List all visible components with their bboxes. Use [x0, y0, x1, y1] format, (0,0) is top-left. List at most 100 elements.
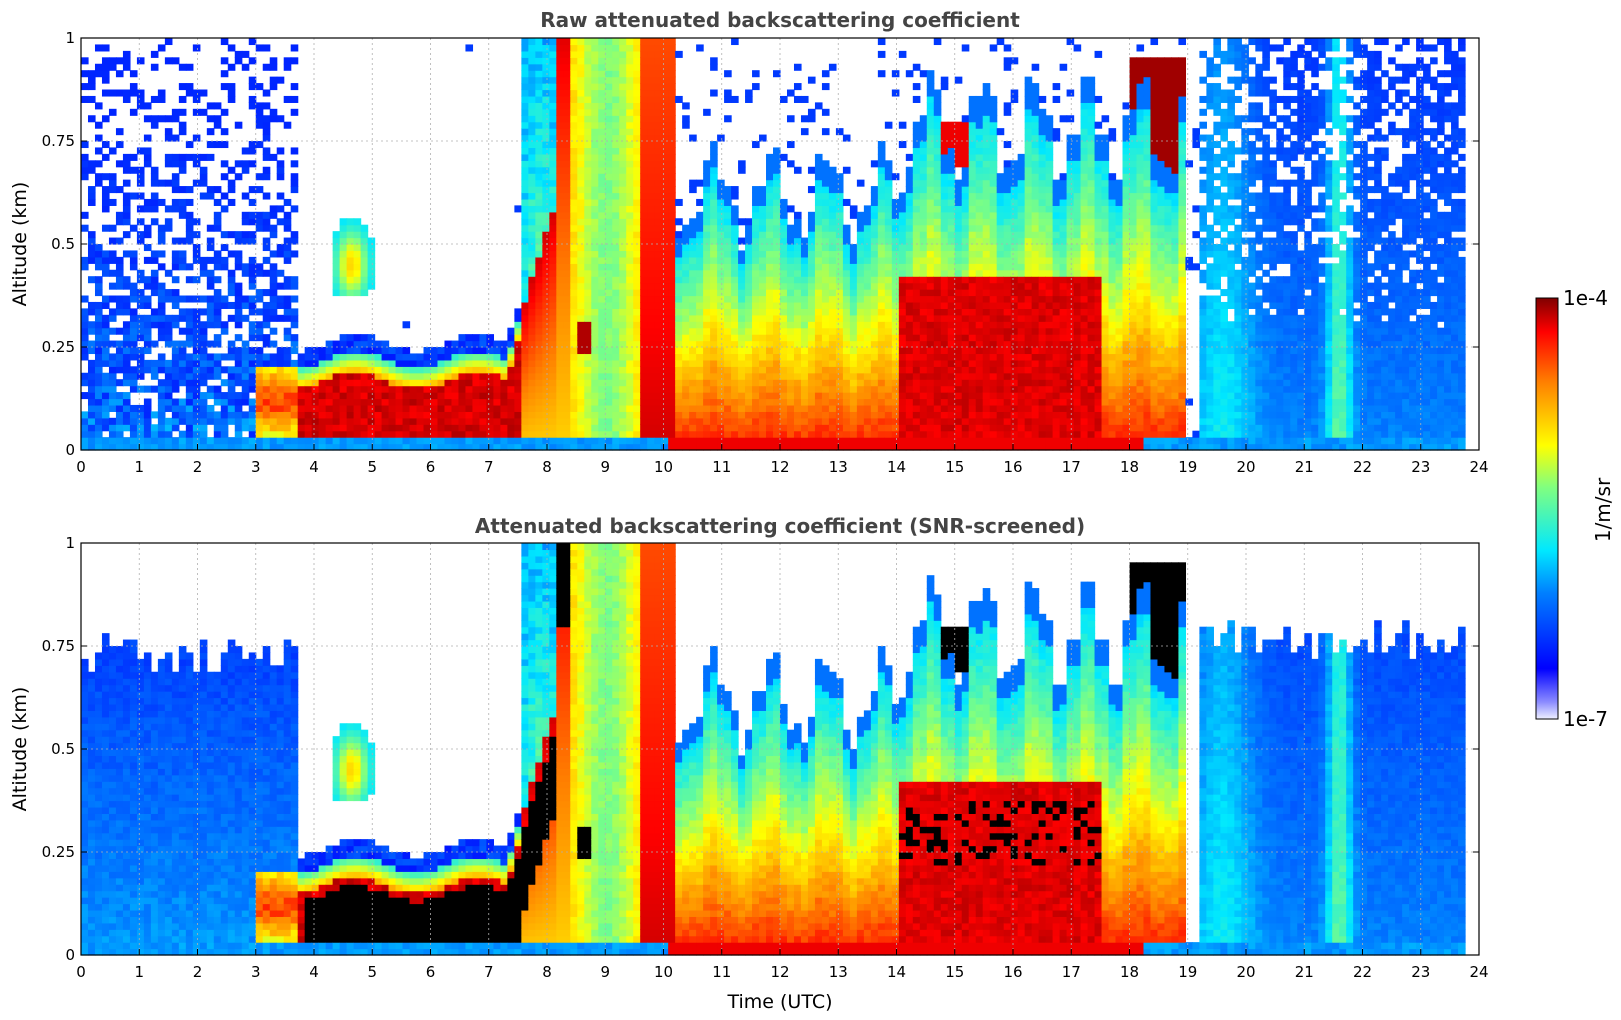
heatmap-cell — [269, 231, 278, 239]
heatmap-cell — [381, 437, 390, 445]
heatmap-cell — [81, 256, 89, 264]
heatmap-cell — [577, 186, 585, 194]
heatmap-cell — [647, 205, 655, 213]
heatmap-cell — [178, 263, 187, 271]
heatmap-cell — [283, 256, 292, 264]
heatmap-cell — [626, 166, 634, 174]
heatmap-cell — [465, 417, 474, 425]
heatmap-cell — [563, 108, 571, 116]
heatmap-cell — [143, 430, 152, 438]
heatmap-cell — [213, 398, 222, 406]
heatmap-cell — [696, 198, 704, 206]
heatmap-cell — [682, 231, 690, 239]
heatmap-cell — [863, 282, 872, 290]
heatmap-cell — [926, 244, 935, 252]
heatmap-cell — [884, 205, 893, 213]
heatmap-cell — [535, 166, 543, 174]
heatmap-cell — [605, 256, 613, 264]
heatmap-cell — [304, 437, 313, 445]
heatmap-cell — [150, 282, 159, 290]
heatmap-cell — [465, 430, 474, 438]
heatmap-cell — [94, 327, 103, 335]
heatmap-cell — [486, 398, 495, 406]
heatmap-cell — [311, 353, 320, 361]
heatmap-cell — [696, 244, 704, 252]
heatmap-cell — [444, 437, 453, 445]
heatmap-cell — [828, 314, 837, 322]
heatmap-cell — [185, 411, 194, 419]
heatmap-cell — [654, 295, 662, 303]
heatmap-cell — [584, 314, 592, 322]
heatmap-cell — [814, 392, 823, 400]
heatmap-cell — [814, 173, 823, 181]
heatmap-cell — [339, 353, 348, 361]
heatmap-cell — [465, 398, 474, 406]
heatmap-cell — [877, 153, 886, 161]
heatmap-cell — [563, 340, 571, 348]
heatmap-cell — [780, 295, 788, 303]
heatmap-cell — [269, 379, 278, 387]
heatmap-cell — [752, 301, 760, 309]
heatmap-cell — [178, 128, 187, 136]
heatmap-cell — [856, 372, 865, 380]
heatmap-cell — [661, 50, 669, 58]
heatmap-cell — [710, 192, 718, 200]
heatmap-cell — [549, 89, 557, 97]
heatmap-cell — [535, 141, 543, 149]
heatmap-cell — [738, 334, 746, 342]
heatmap-cell — [752, 289, 760, 297]
heatmap-cell — [633, 263, 641, 271]
heatmap-cell — [668, 89, 676, 97]
heatmap-cell — [807, 334, 816, 342]
heatmap-cell — [549, 314, 557, 322]
heatmap-cell — [835, 334, 844, 342]
heatmap-cell — [856, 398, 865, 406]
heatmap-cell — [374, 437, 383, 445]
heatmap-cell — [933, 256, 942, 264]
heatmap-cell — [297, 430, 306, 438]
heatmap-cell — [381, 424, 390, 432]
heatmap-cell — [752, 308, 760, 316]
heatmap-cell — [178, 437, 187, 445]
heatmap-cell — [262, 289, 271, 297]
heatmap-cell — [682, 340, 690, 348]
heatmap-cell — [926, 224, 935, 232]
heatmap-cell — [884, 186, 893, 194]
heatmap-cell — [164, 404, 173, 412]
heatmap-cell — [675, 269, 683, 277]
heatmap-cell — [325, 437, 334, 445]
heatmap-cell — [870, 424, 879, 432]
heatmap-cell — [514, 430, 522, 438]
heatmap-cell — [101, 404, 110, 412]
heatmap-cell — [968, 327, 977, 335]
heatmap-cell — [220, 141, 229, 149]
heatmap-cell — [828, 250, 837, 258]
heatmap-cell — [696, 366, 704, 374]
heatmap-cell — [954, 314, 963, 322]
heatmap-cell — [332, 237, 341, 245]
heatmap-cell — [870, 211, 879, 219]
heatmap-cell — [633, 186, 641, 194]
heatmap-cell — [898, 372, 907, 380]
heatmap-cell — [192, 340, 201, 348]
heatmap-cell — [926, 347, 935, 355]
heatmap-cell — [877, 173, 886, 181]
heatmap-cell — [108, 282, 117, 290]
heatmap-cell — [898, 379, 907, 387]
heatmap-cell — [388, 430, 397, 438]
heatmap-cell — [535, 347, 543, 355]
heatmap-cell — [129, 321, 138, 329]
heatmap-cell — [884, 160, 893, 168]
heatmap-cell — [150, 359, 159, 367]
heatmap-cell — [835, 404, 844, 412]
heatmap-cell — [227, 250, 236, 258]
heatmap-cell — [793, 327, 802, 335]
heatmap-cell — [339, 269, 348, 277]
heatmap-cell — [696, 224, 704, 232]
heatmap-cell — [703, 211, 711, 219]
heatmap-cell — [605, 244, 613, 252]
heatmap-cell — [884, 334, 893, 342]
heatmap-cell — [528, 308, 536, 316]
heatmap-cell — [332, 276, 341, 284]
heatmap-cell — [276, 411, 285, 419]
